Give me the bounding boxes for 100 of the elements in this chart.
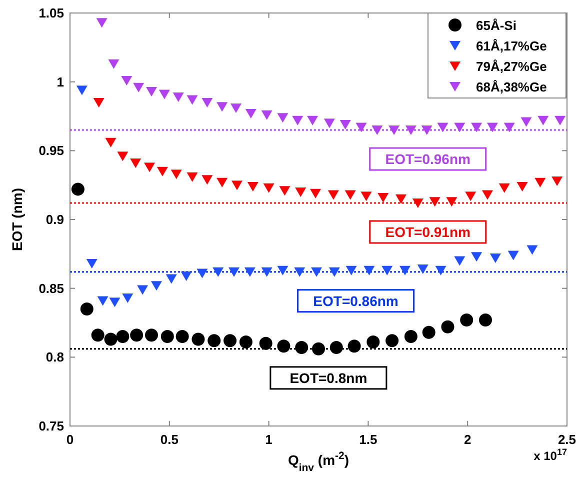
point	[247, 182, 258, 192]
point	[429, 197, 440, 207]
point	[160, 330, 174, 344]
point	[230, 103, 242, 113]
x-tick-label: 1.5	[359, 432, 378, 447]
point	[382, 266, 393, 276]
point	[498, 183, 510, 193]
point	[372, 126, 383, 136]
legend-label: 68Å,38%Ge	[476, 80, 547, 94]
y-tick-label: 0.9	[46, 212, 64, 227]
ref-line-label: EOT=0.86nm	[313, 292, 398, 309]
point	[330, 341, 343, 354]
point	[478, 313, 492, 326]
point	[192, 332, 205, 346]
point	[471, 252, 482, 262]
point	[133, 82, 144, 92]
point	[71, 182, 84, 196]
point	[437, 122, 448, 132]
point	[460, 313, 474, 326]
point	[328, 190, 339, 200]
point	[76, 86, 88, 96]
point	[344, 190, 356, 200]
point	[446, 197, 458, 207]
point	[180, 271, 192, 281]
point	[208, 334, 221, 348]
point	[263, 183, 274, 193]
point	[130, 158, 142, 168]
point	[130, 328, 144, 342]
y-axis-title: EOT (nm)	[9, 188, 25, 251]
point	[104, 332, 118, 346]
point	[158, 90, 170, 100]
point	[399, 266, 410, 276]
legend-label: 79Å,27%Ge	[476, 59, 547, 74]
point	[156, 166, 168, 176]
point	[454, 256, 466, 266]
point	[121, 76, 132, 86]
point	[295, 187, 306, 197]
y-tick-label: 1	[56, 74, 64, 90]
x-tick-label: 0.5	[160, 432, 178, 447]
point	[538, 116, 549, 126]
point	[356, 122, 367, 132]
y-tick-label: 0.85	[38, 280, 64, 296]
point	[490, 254, 501, 264]
point	[202, 98, 213, 108]
ref-line-label: EOT=0.96nm	[385, 151, 470, 168]
y-tick-label: 1.05	[38, 6, 64, 20]
point	[170, 170, 182, 180]
ref-line-label: EOT=0.8nm	[290, 370, 368, 386]
x-tick-label: 2	[464, 432, 472, 447]
point	[196, 268, 208, 278]
point	[166, 274, 177, 284]
point	[176, 330, 189, 344]
point	[116, 330, 130, 344]
point	[454, 122, 466, 132]
point	[422, 326, 436, 339]
point	[295, 341, 308, 354]
point	[279, 186, 290, 196]
point	[465, 192, 476, 202]
point	[378, 192, 389, 202]
point	[216, 178, 228, 188]
point	[348, 340, 361, 353]
point	[86, 259, 98, 269]
point	[108, 59, 120, 69]
point	[259, 336, 272, 350]
point	[441, 320, 454, 334]
point	[137, 285, 148, 295]
point	[388, 126, 400, 136]
point	[109, 298, 120, 308]
x-tick-label: 0	[66, 432, 74, 447]
point	[486, 122, 498, 132]
point	[526, 245, 538, 255]
point	[105, 138, 116, 148]
point	[80, 302, 94, 316]
point	[172, 92, 184, 102]
point	[312, 342, 325, 356]
point	[366, 336, 380, 349]
point	[216, 102, 228, 112]
point	[504, 122, 515, 132]
point	[552, 176, 563, 186]
point	[294, 267, 306, 277]
point	[96, 18, 108, 28]
point	[122, 293, 134, 303]
point	[117, 152, 128, 162]
point	[277, 266, 288, 276]
point	[97, 296, 108, 306]
y-tick-label: 0.95	[38, 143, 64, 158]
point	[231, 180, 242, 190]
point	[144, 162, 156, 172]
point	[202, 175, 213, 185]
point	[212, 267, 224, 277]
point	[261, 110, 272, 120]
point	[228, 267, 240, 277]
ref-line-label: EOT=0.91nm	[385, 224, 470, 240]
legend-label: 65Å-Si	[476, 18, 516, 33]
x-tick-label: 2.5	[558, 432, 576, 447]
point	[396, 194, 406, 204]
point	[146, 86, 158, 96]
point	[310, 188, 322, 198]
legend-label: 61Å,17%Ge	[476, 38, 547, 54]
point	[340, 120, 351, 130]
